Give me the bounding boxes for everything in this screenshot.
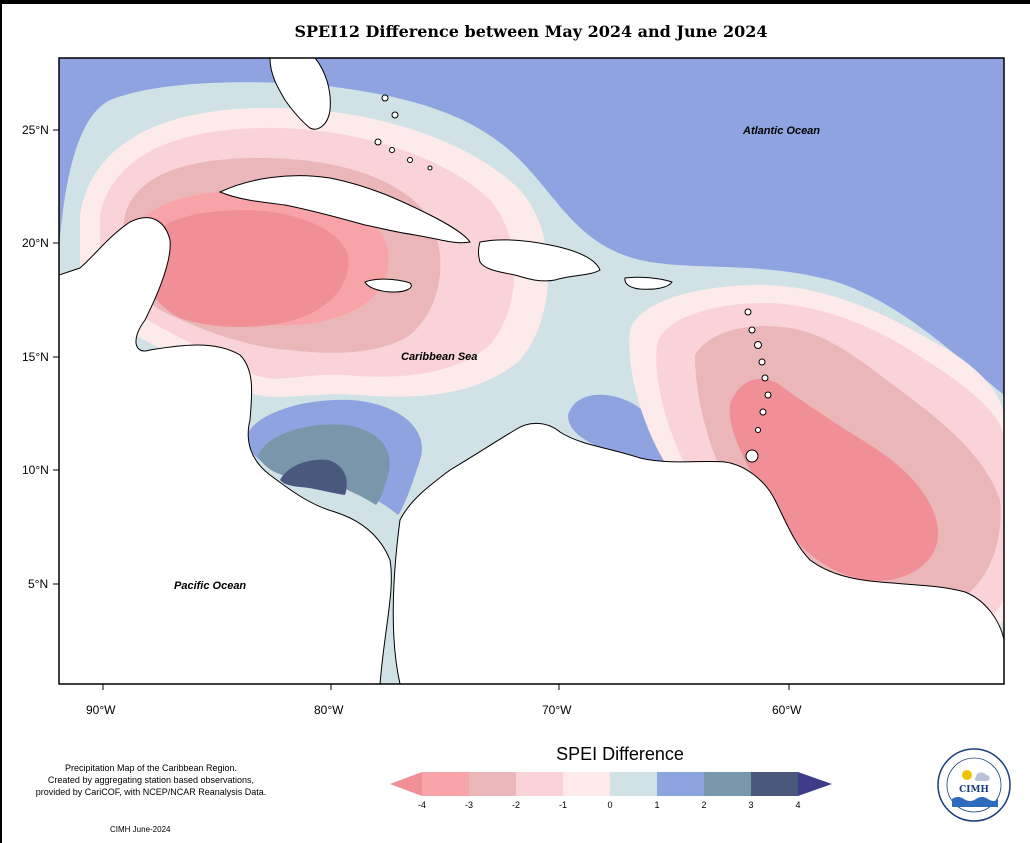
legend-arrow-high xyxy=(798,772,832,796)
cimh-logo: CIMH xyxy=(937,748,1011,822)
map-notes: Precipitation Map of the Caribbean Regio… xyxy=(8,762,294,798)
legend-tick-label: 1 xyxy=(654,800,659,810)
legend-swatch xyxy=(516,772,564,796)
lesser-antilles xyxy=(374,94,772,463)
cuba xyxy=(218,175,471,244)
map-credit: CIMH June-2024 xyxy=(110,825,171,834)
wave-icon xyxy=(952,797,998,807)
jamaica xyxy=(364,278,412,293)
notes-line-1: Precipitation Map of the Caribbean Regio… xyxy=(64,763,238,773)
venezuela-blue-patch xyxy=(568,394,672,465)
legend-swatch xyxy=(704,772,752,796)
atlantic-blue-band xyxy=(59,58,1004,395)
east-lobe-level-4 xyxy=(729,378,939,581)
legend-tick-label: -1 xyxy=(559,800,567,810)
lat-tick-label: 5°N xyxy=(28,577,48,591)
lat-tick-label: 25°N xyxy=(22,123,49,137)
atlantic-ocean-label: Atlantic Ocean xyxy=(742,125,820,137)
legend-tick-label: 2 xyxy=(701,800,706,810)
caribbean-sea-label: Caribbean Sea xyxy=(401,351,477,363)
legend-tick-label: 4 xyxy=(795,800,800,810)
florida xyxy=(269,58,331,130)
legend-swatch xyxy=(657,772,705,796)
legend-swatch xyxy=(422,772,470,796)
hispaniola xyxy=(478,239,601,282)
legend-swatch xyxy=(469,772,517,796)
puerto-rico xyxy=(624,276,673,290)
legend-tick-label: -4 xyxy=(418,800,426,810)
spei-contour-field xyxy=(59,58,1004,684)
longitude-axis: 90°W 80°W 70°W 60°W xyxy=(86,684,802,717)
lat-tick-label: 20°N xyxy=(22,236,49,250)
lat-tick-label: 15°N xyxy=(22,350,49,364)
central-america xyxy=(59,217,392,684)
legend-colorbar: -4 -3 -2 -1 0 1 2 3 4 xyxy=(390,772,832,810)
land-masses xyxy=(59,58,1004,684)
notes-line-2: Created by aggregating station based obs… xyxy=(47,775,255,785)
legend-tick-label: -3 xyxy=(465,800,473,810)
lat-tick-label: 10°N xyxy=(22,463,49,477)
legend-swatch xyxy=(563,772,611,796)
lon-tick-label: 70°W xyxy=(542,703,572,717)
pacific-ocean-label: Pacific Ocean xyxy=(174,580,246,592)
map-frame xyxy=(58,57,1005,685)
legend-tick-label: -2 xyxy=(512,800,520,810)
lon-tick-label: 90°W xyxy=(86,703,116,717)
south-blue-lobe-level-3 xyxy=(280,459,347,495)
legend-tick-label: 0 xyxy=(607,800,612,810)
lon-tick-label: 60°W xyxy=(772,703,802,717)
notes-line-3: provided by CariCOF, with NCEP/NCAR Rean… xyxy=(35,787,267,797)
sun-icon xyxy=(962,770,972,780)
legend-swatch xyxy=(751,772,799,796)
legend-title: SPEI Difference xyxy=(556,744,684,764)
legend-arrow-low xyxy=(390,772,422,796)
west-lobe-level-5 xyxy=(144,210,349,327)
south-america xyxy=(392,423,1004,684)
cloud-icon xyxy=(974,772,990,781)
logo-text: CIMH xyxy=(959,785,989,795)
lon-tick-label: 80°W xyxy=(314,703,344,717)
map-title: SPEI12 Difference between May 2024 and J… xyxy=(294,22,768,41)
legend-tick-label: 3 xyxy=(748,800,753,810)
legend-swatch xyxy=(610,772,658,796)
latitude-axis: 25°N 20°N 15°N 10°N 5°N xyxy=(22,123,59,591)
